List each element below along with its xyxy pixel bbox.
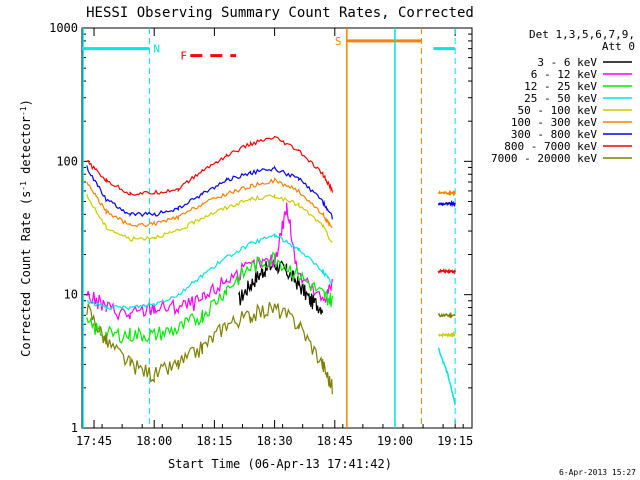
y-tick-label: 1: [71, 421, 78, 435]
series-tail: [437, 347, 456, 406]
x-tick-label: 18:30: [257, 434, 293, 448]
x-tick-label: 17:45: [76, 434, 112, 448]
series-line: [86, 135, 333, 196]
plot-frame: [81, 27, 473, 429]
timestamp: 6-Apr-2013 15:27: [559, 468, 636, 477]
flag-label: F: [180, 50, 187, 63]
legend-header-attenuator: Att 0: [602, 40, 635, 53]
legend-entry-label: 12 - 25 keV: [524, 80, 597, 93]
y-tick-label: 1000: [49, 21, 78, 35]
flag-label: S: [335, 35, 342, 48]
legend-entry-label: 800 - 7000 keV: [504, 140, 597, 153]
axis-ticks: 1 10 100 1000 17:45 18:00 18:15 18:30 18:45 19:00…: [49, 21, 473, 448]
series-line: [86, 193, 333, 243]
series-tail: [437, 268, 456, 275]
y-tick-label: 100: [56, 154, 78, 168]
chart-title: HESSI Observing Summary Count Rates, Cor…: [86, 5, 474, 21]
y-tick-label: 10: [64, 288, 78, 302]
series-tail: [438, 331, 456, 338]
series-line: [86, 177, 333, 228]
series-line: [86, 164, 333, 220]
series-tail: [437, 189, 456, 197]
series-line: [86, 233, 333, 311]
series-layer: [86, 135, 456, 406]
series-line: [86, 301, 333, 395]
x-tick-label: 18:15: [196, 434, 232, 448]
series-line: [237, 259, 324, 315]
series-tail: [437, 311, 456, 320]
x-axis-label: Start Time (06-Apr-13 17:41:42): [168, 457, 392, 471]
legend-entry-label: 100 - 300 keV: [511, 116, 597, 129]
x-tick-label: 19:00: [377, 434, 413, 448]
x-tick-label: 19:15: [437, 434, 473, 448]
series-tail: [437, 199, 456, 208]
series-line: [86, 202, 333, 322]
y-axis-label: Corrected Count Rate (s-1 detector-1): [19, 99, 33, 357]
x-tick-label: 18:45: [317, 434, 353, 448]
flag-label: N: [153, 43, 160, 56]
legend-entry-label: 3 - 6 keV: [537, 56, 597, 69]
observing-flags: N S F: [82, 28, 456, 428]
legend-entry-label: 6 - 12 keV: [531, 68, 598, 81]
series-line: [86, 251, 333, 344]
legend-entry-label: 7000 - 20000 keV: [491, 152, 597, 165]
legend-entry-label: 300 - 800 keV: [511, 128, 597, 141]
legend-entry-label: 50 - 100 keV: [518, 104, 598, 117]
legend-entry-label: 25 - 50 keV: [524, 92, 597, 105]
x-tick-label: 18:00: [136, 434, 172, 448]
legend-header-detectors: Det 1,3,5,6,7,9,: [529, 28, 635, 41]
